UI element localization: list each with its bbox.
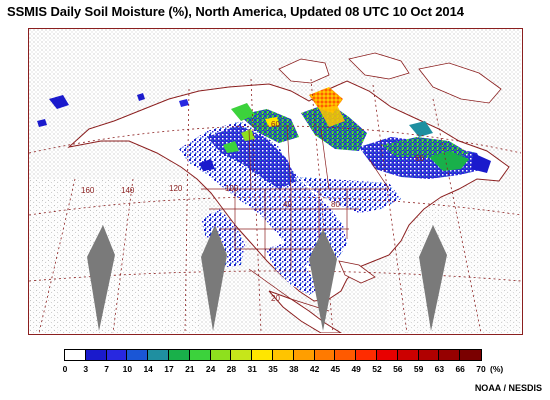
color-scale-tick-label: 31 [247, 364, 257, 374]
longitude-label: 100 [225, 184, 239, 193]
color-scale-cell [314, 350, 336, 360]
color-scale-tick-label: 35 [268, 364, 278, 374]
color-scale-tick-label: 66 [455, 364, 465, 374]
color-scale-cell [189, 350, 211, 360]
color-scale-labels: 0 3 7 10 14 17 21 24 28 31 35 38 42 45 49 52 56 59 63 66 70 [0, 364, 550, 376]
color-scale-tick-label: 38 [289, 364, 299, 374]
swath-gap [309, 229, 337, 331]
color-scale-tick-label: 24 [205, 364, 216, 374]
color-scale-tick-label: 59 [413, 364, 424, 374]
color-scale-tick-label: 10 [122, 364, 133, 374]
color-scale-cell [460, 350, 481, 360]
color-scale-cell [148, 350, 169, 360]
color-scale-tick-label: 52 [372, 364, 382, 374]
color-scale-cell [65, 350, 86, 360]
color-scale-cell [252, 350, 273, 360]
color-scale-tick-label: 28 [226, 364, 237, 374]
map-title: SSMIS Daily Soil Moisture (%), North Ame… [7, 4, 464, 19]
color-scale-bar [64, 349, 482, 361]
soil-moisture-map: 160 140 120 100 80 60 60 40 20 [28, 28, 523, 335]
color-scale-tick-label: 21 [185, 364, 195, 374]
longitude-label: 160 [81, 186, 95, 195]
color-scale-cell [439, 350, 461, 360]
color-scale-tick-label: 0 [62, 364, 68, 374]
political-boundaries [201, 124, 390, 312]
color-scale-cell [127, 350, 149, 360]
color-scale-cell [356, 350, 377, 360]
color-scale-tick-label: 49 [351, 364, 361, 374]
swath-gap [419, 225, 447, 331]
color-scale-cell [85, 350, 107, 360]
color-scale-tick-label: 70 [476, 364, 486, 374]
color-scale-tick-label: 14 [143, 364, 153, 374]
latitude-label: 60 [271, 120, 280, 129]
map-canvas: 160 140 120 100 80 60 60 40 20 [29, 29, 521, 333]
color-scale-unit: (%) [490, 364, 504, 374]
latitude-label: 40 [283, 200, 292, 209]
graticule [29, 78, 521, 333]
color-scale-tick-label: 45 [330, 364, 341, 374]
color-scale-cell [272, 350, 294, 360]
longitude-label: 80 [331, 200, 340, 209]
data-credit: NOAA / NESDIS [474, 383, 542, 393]
color-scale-cell [376, 350, 398, 360]
longitude-label: 120 [169, 184, 183, 193]
longitude-label: 140 [121, 186, 135, 195]
color-scale-tick-label: 7 [104, 364, 109, 374]
color-scale-cell [418, 350, 440, 360]
color-scale-tick-label: 56 [393, 364, 403, 374]
swath-gap [87, 225, 115, 331]
color-scale-cell [210, 350, 232, 360]
color-scale-cell [293, 350, 315, 360]
longitude-label: 60 [415, 154, 424, 163]
color-scale-cell [168, 350, 190, 360]
color-scale-cell [106, 350, 128, 360]
color-scale-tick-label: 3 [83, 364, 89, 374]
color-scale-tick-label: 42 [309, 364, 320, 374]
moisture-retrievals [37, 87, 491, 295]
color-scale-tick-label: 63 [434, 364, 445, 374]
color-scale-cell [335, 350, 357, 360]
color-scale-tick-label: 17 [164, 364, 174, 374]
color-scale-cell [231, 350, 253, 360]
swath-gap [201, 225, 227, 331]
swath-gaps [87, 225, 447, 331]
color-scale-cell [397, 350, 419, 360]
latitude-label: 20 [271, 294, 280, 303]
